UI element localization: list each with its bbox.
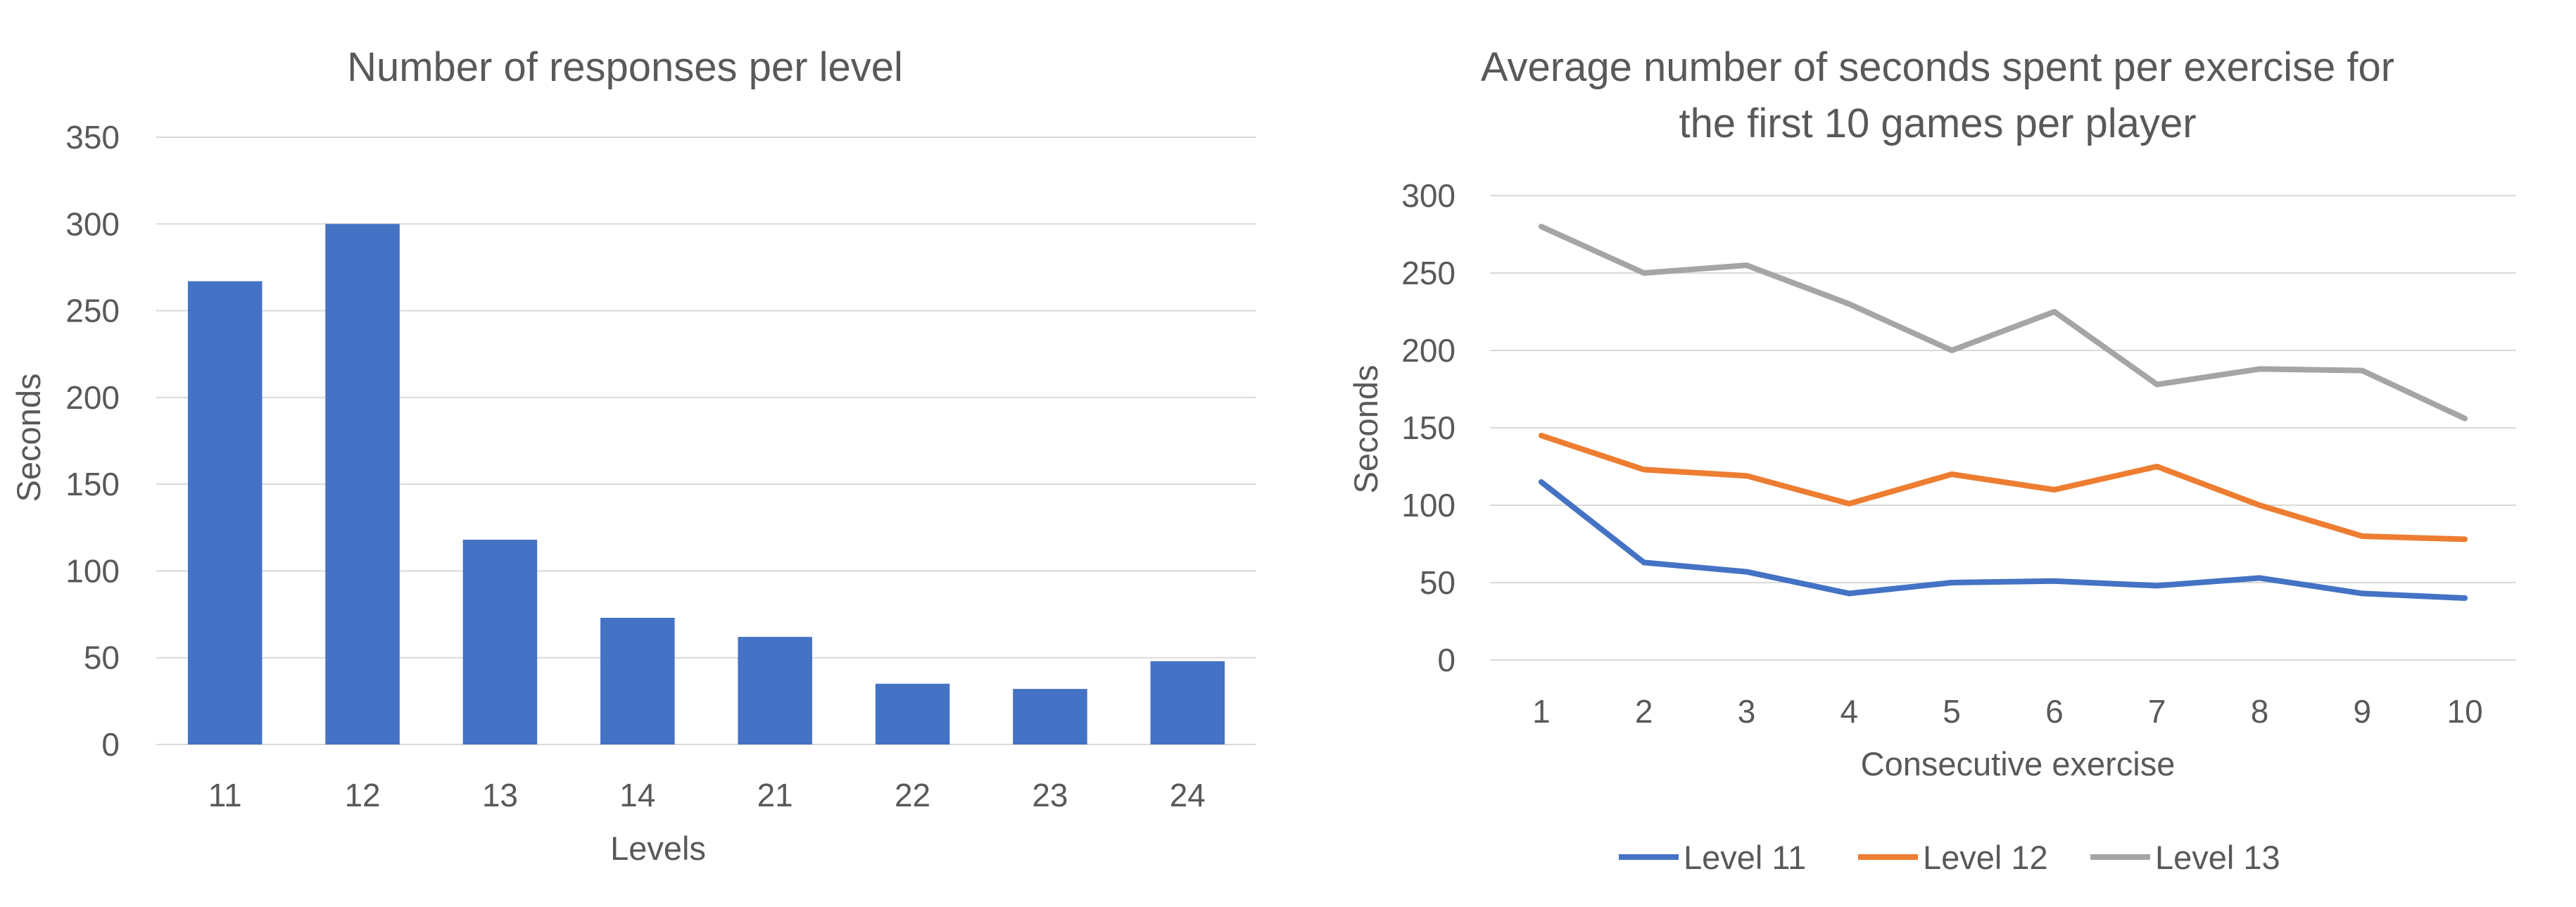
line-chart-title-line-2: the first 10 games per player xyxy=(1679,101,2196,146)
line-chart: Average number of seconds spent per exer… xyxy=(1347,44,2516,876)
line-chart-x-tick-label: 3 xyxy=(1738,693,1756,730)
line-chart-x-tick-label: 2 xyxy=(1635,693,1653,730)
line-chart-y-axis-label: Seconds xyxy=(1347,365,1384,494)
line-chart-y-tick-label: 250 xyxy=(1401,255,1456,291)
line-chart-y-tick-label: 200 xyxy=(1401,332,1456,369)
bar-chart-x-tick-label: 23 xyxy=(1032,777,1068,813)
bar-chart-y-ticks: 0 50 100 150 200 250 300 350 xyxy=(65,119,120,763)
line-chart-title-line-1: Average number of seconds spent per exer… xyxy=(1481,44,2394,90)
line-chart-x-ticks: 1 2 3 4 5 6 7 8 9 10 xyxy=(1532,693,2483,730)
series-line-3 xyxy=(1538,224,2468,421)
bar-chart-y-tick-label: 350 xyxy=(65,119,120,156)
bar-chart-x-tick-label: 22 xyxy=(895,777,930,813)
legend-label: Level 11 xyxy=(1684,839,1806,876)
series-line-1 xyxy=(1538,479,2468,601)
line-chart-legend: Level 11 Level 12 Level 13 xyxy=(1619,839,2280,876)
bar-chart-gridlines xyxy=(156,137,1256,745)
bar-chart-x-tick-label: 12 xyxy=(344,777,380,813)
bar-chart-y-tick-label: 0 xyxy=(101,726,120,763)
bar-chart-x-tick-label: 14 xyxy=(619,777,655,813)
line-chart-x-tick-label: 5 xyxy=(1943,693,1961,730)
line-chart-x-tick-label: 4 xyxy=(1841,693,1859,730)
line-chart-y-ticks: 0 50 100 150 200 250 300 xyxy=(1401,177,1456,678)
line-chart-x-tick-label: 1 xyxy=(1532,693,1551,730)
bar-chart-y-tick-label: 100 xyxy=(65,552,120,589)
bar-chart-y-tick-label: 50 xyxy=(84,640,120,676)
bar-chart-y-tick-label: 250 xyxy=(65,293,120,329)
line-chart-x-tick-label: 10 xyxy=(2447,693,2483,730)
bar-chart-y-tick-label: 200 xyxy=(65,379,120,416)
bar-chart-x-tick-label: 13 xyxy=(482,777,518,813)
line-chart-y-tick-label: 50 xyxy=(1420,564,1456,601)
line-chart-x-tick-label: 8 xyxy=(2251,693,2269,730)
line-chart-x-tick-label: 9 xyxy=(2354,693,2372,730)
bar-chart-title: Number of responses per level xyxy=(347,44,903,90)
bar-chart-y-tick-label: 300 xyxy=(65,205,120,242)
legend-entry-3: Level 13 xyxy=(2090,839,2280,876)
bar-chart-bars xyxy=(187,224,1225,744)
line-chart-y-tick-label: 300 xyxy=(1401,177,1456,214)
bar-13 xyxy=(462,540,538,744)
bar-14 xyxy=(600,618,675,744)
bar-chart-x-axis-label: Levels xyxy=(610,830,706,867)
bar-23 xyxy=(1013,689,1087,744)
line-chart-y-tick-label: 150 xyxy=(1401,410,1456,446)
line-chart-y-tick-label: 0 xyxy=(1437,642,1456,678)
bar-21 xyxy=(738,637,812,744)
legend-entry-1: Level 11 xyxy=(1619,839,1806,876)
line-chart-y-tick-label: 100 xyxy=(1401,487,1456,524)
bar-22 xyxy=(875,683,950,744)
line-chart-x-axis-label: Consecutive exercise xyxy=(1861,745,2176,782)
legend-label: Level 12 xyxy=(1923,839,2048,876)
legend-entry-2: Level 12 xyxy=(1858,839,2048,876)
series-line-2 xyxy=(1538,433,2468,543)
bar-chart-x-tick-label: 21 xyxy=(757,777,793,813)
bar-chart: Number of responses per level 0 50 100 150 2… xyxy=(10,44,1256,867)
line-chart-series xyxy=(1538,224,2468,601)
bar-chart-x-tick-label: 24 xyxy=(1170,777,1206,813)
bar-12 xyxy=(325,224,400,744)
bar-24 xyxy=(1150,661,1225,744)
bar-11 xyxy=(187,281,263,744)
bar-chart-x-tick-label: 11 xyxy=(208,777,242,813)
line-chart-x-tick-label: 7 xyxy=(2148,693,2166,730)
bar-chart-x-ticks: 11 12 13 14 21 22 23 24 xyxy=(208,777,1206,813)
line-chart-x-tick-label: 6 xyxy=(2045,693,2064,730)
legend-label: Level 13 xyxy=(2155,839,2280,876)
bar-chart-y-axis-label: Seconds xyxy=(10,374,47,502)
bar-chart-y-tick-label: 150 xyxy=(65,466,120,502)
line-chart-gridlines xyxy=(1490,195,2516,661)
